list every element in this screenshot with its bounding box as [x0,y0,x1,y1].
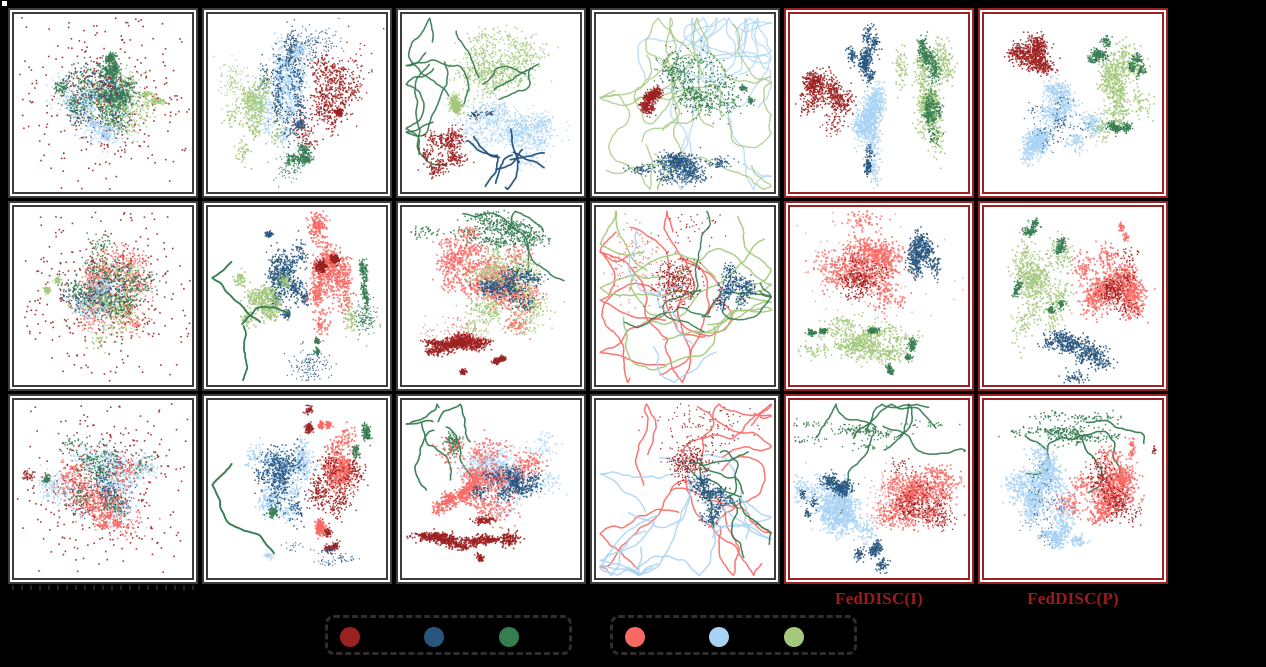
legend-dot-lightGreen [784,627,804,647]
tsne-scatter-canvas-r2c3 [402,207,580,385]
tsne-panel-r1c1 [12,12,194,194]
legend-dot-darkBlue [424,627,444,647]
tsne-scatter-canvas-r2c1 [14,207,192,385]
tsne-scatter-canvas-r1c2 [208,14,386,192]
tsne-panel-r1c5 [788,12,970,194]
tsne-scatter-canvas-r3c6 [984,400,1162,578]
tsne-panel-r1c4 [594,12,776,194]
tsne-scatter-canvas-r1c1 [14,14,192,192]
tsne-panel-grid [12,12,1164,580]
tsne-panel-r2c4 [594,205,776,387]
tsne-panel-r1c6 [982,12,1164,194]
tsne-panel-r2c3 [400,205,582,387]
corner-artifact-mark [2,1,7,6]
tsne-scatter-canvas-r1c5 [790,14,968,192]
legend-dot-lightBlue [709,627,729,647]
legend-dot-salmon [625,627,645,647]
tsne-panel-r3c6 [982,398,1164,580]
tsne-panel-r1c3 [400,12,582,194]
tsne-panel-r3c5 [788,398,970,580]
axis-ticks [12,585,194,590]
legend-group-dark [325,615,572,655]
tsne-panel-r2c6 [982,205,1164,387]
tsne-panel-r2c5 [788,205,970,387]
tsne-panel-r3c2 [206,398,388,580]
tsne-panel-r1c2 [206,12,388,194]
tsne-scatter-canvas-r2c2 [208,207,386,385]
tsne-panel-r3c4 [594,398,776,580]
legend-group-light [610,615,857,655]
legend-dot-darkGreen [499,627,519,647]
legend-dot-darkRed [340,627,360,647]
tsne-scatter-canvas-r3c5 [790,400,968,578]
tsne-panel-r2c2 [206,205,388,387]
tsne-scatter-canvas-r2c6 [984,207,1162,385]
tsne-scatter-canvas-r1c4 [596,14,774,192]
tsne-panel-r3c1 [12,398,194,580]
tsne-scatter-canvas-r2c4 [596,207,774,385]
tsne-scatter-canvas-r1c6 [984,14,1162,192]
tsne-scatter-canvas-r1c3 [402,14,580,192]
tsne-scatter-canvas-r3c2 [208,400,386,578]
tsne-panel-r3c3 [400,398,582,580]
column-label-feddisc-p: FedDISC(P) [1027,589,1119,608]
column-label-feddisc-i: FedDISC(I) [835,589,923,608]
tsne-panel-r2c1 [12,205,194,387]
tsne-scatter-canvas-r3c4 [596,400,774,578]
tsne-scatter-canvas-r3c3 [402,400,580,578]
tsne-scatter-canvas-r3c1 [14,400,192,578]
tsne-scatter-canvas-r2c5 [790,207,968,385]
